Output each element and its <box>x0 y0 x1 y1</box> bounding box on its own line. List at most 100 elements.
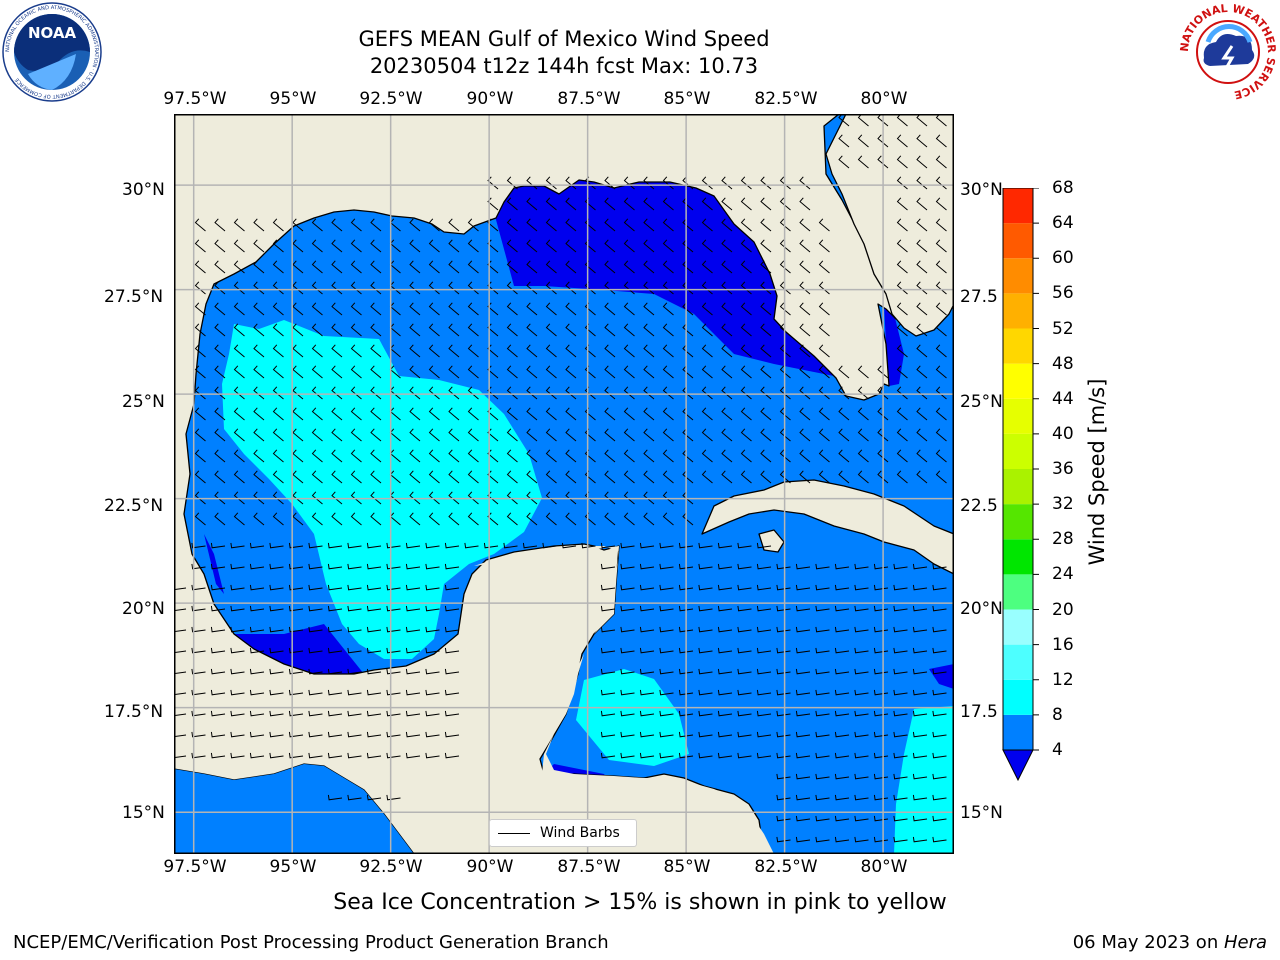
wind-barb <box>386 731 401 738</box>
wind-barb <box>425 542 440 549</box>
wind-barb <box>444 668 460 675</box>
wind-barb <box>233 512 245 526</box>
lon-label-top: 95°W <box>269 89 317 109</box>
wind-barb <box>370 365 382 379</box>
wind-barb <box>740 197 752 211</box>
wind-barb <box>623 449 635 463</box>
wind-barb <box>409 386 421 400</box>
gulf-wind-speed-map[interactable] <box>174 114 954 854</box>
wind-barb <box>214 470 226 484</box>
lon-label-bottom: 95°W <box>269 857 317 877</box>
wind-barb <box>912 794 928 801</box>
wind-barb <box>366 647 382 654</box>
wind-barb <box>331 449 343 463</box>
wind-barb <box>230 752 245 759</box>
wind-barb-legend-line <box>498 832 530 834</box>
wind-barb <box>760 281 772 295</box>
wind-barb <box>740 365 752 379</box>
wind-barb <box>526 218 538 232</box>
wind-barb <box>249 752 265 759</box>
wind-barb <box>487 449 499 463</box>
wind-barbs <box>174 114 947 843</box>
title-line-2: 20230504 t12z 144h fcst Max: 10.73 <box>369 54 759 78</box>
wind-barb <box>834 731 850 738</box>
wind-barb <box>639 668 655 675</box>
wind-barb <box>331 239 343 253</box>
wind-barb <box>425 668 440 675</box>
wind-barb <box>448 260 460 274</box>
wind-barb <box>721 344 733 358</box>
wind-barb <box>272 512 284 526</box>
wind-barb <box>370 260 382 274</box>
wind-barb <box>737 563 752 570</box>
wind-barb <box>935 365 947 379</box>
wind-barb <box>191 542 206 549</box>
wind-barb <box>347 689 362 696</box>
wind-barb <box>698 584 713 591</box>
wind-barb <box>347 668 362 675</box>
wind-barb <box>425 626 440 633</box>
wind-barb <box>448 218 460 232</box>
wind-barb <box>194 260 206 274</box>
wind-barb <box>740 449 752 463</box>
wind-barb <box>174 734 187 738</box>
wind-barb <box>545 386 557 400</box>
wind-barb <box>760 344 772 358</box>
wind-barb <box>678 542 694 549</box>
wind-barb <box>623 281 635 295</box>
wind-barb <box>448 386 460 400</box>
wind-barb <box>935 386 947 400</box>
map-frame <box>174 114 954 854</box>
wind-barb <box>815 710 830 717</box>
wind-barb <box>428 260 440 274</box>
wind-barb <box>448 491 460 505</box>
wind-barb <box>350 512 362 526</box>
wind-barb <box>799 281 811 295</box>
wind-barb <box>643 386 655 400</box>
wind-barb <box>327 647 343 654</box>
wind-barb <box>893 605 908 612</box>
wind-barb <box>721 470 733 484</box>
wind-barb <box>717 605 733 612</box>
wind-barb <box>818 365 830 379</box>
map-legend: Wind Barbs <box>489 819 637 847</box>
wind-barb <box>483 542 499 549</box>
wind-barb <box>366 731 382 738</box>
wind-barb <box>288 710 304 717</box>
wind-barb <box>428 239 440 253</box>
wind-barb <box>737 647 752 654</box>
wind-barb <box>678 626 694 633</box>
wind-barb <box>210 752 226 759</box>
wind-barb <box>776 647 791 654</box>
wind-barb <box>756 542 772 549</box>
wind-barb <box>818 428 830 442</box>
wind-barb <box>448 512 460 526</box>
wind-barb <box>467 281 479 295</box>
wind-barb <box>366 752 382 759</box>
wind-barb <box>292 239 304 253</box>
wind-barb <box>799 302 811 316</box>
wind-barb <box>233 428 245 442</box>
wind-barb <box>698 752 713 759</box>
wind-barb <box>526 344 538 358</box>
wind-barb <box>776 836 791 843</box>
wind-barb <box>682 470 694 484</box>
wind-barb <box>912 836 928 843</box>
wind-barb <box>386 710 401 717</box>
wind-barb <box>409 260 421 274</box>
wind-barb <box>893 752 908 759</box>
wind-barb <box>214 239 226 253</box>
wind-barb <box>230 626 245 633</box>
wind-barb <box>311 428 323 442</box>
wind-barb <box>912 647 928 654</box>
wind-barb <box>506 239 518 253</box>
wind-barb <box>818 239 830 253</box>
wind-barb <box>916 407 928 421</box>
wind-barb <box>701 197 713 211</box>
wind-barb <box>896 470 908 484</box>
colorbar-segment <box>1003 258 1033 294</box>
footer-date: 06 May 2023 on Hera <box>1073 932 1267 953</box>
wind-barb <box>717 689 733 696</box>
wind-barb <box>331 302 343 316</box>
sea-ice-note-text: Sea Ice Concentration > 15% is shown in … <box>333 890 947 915</box>
